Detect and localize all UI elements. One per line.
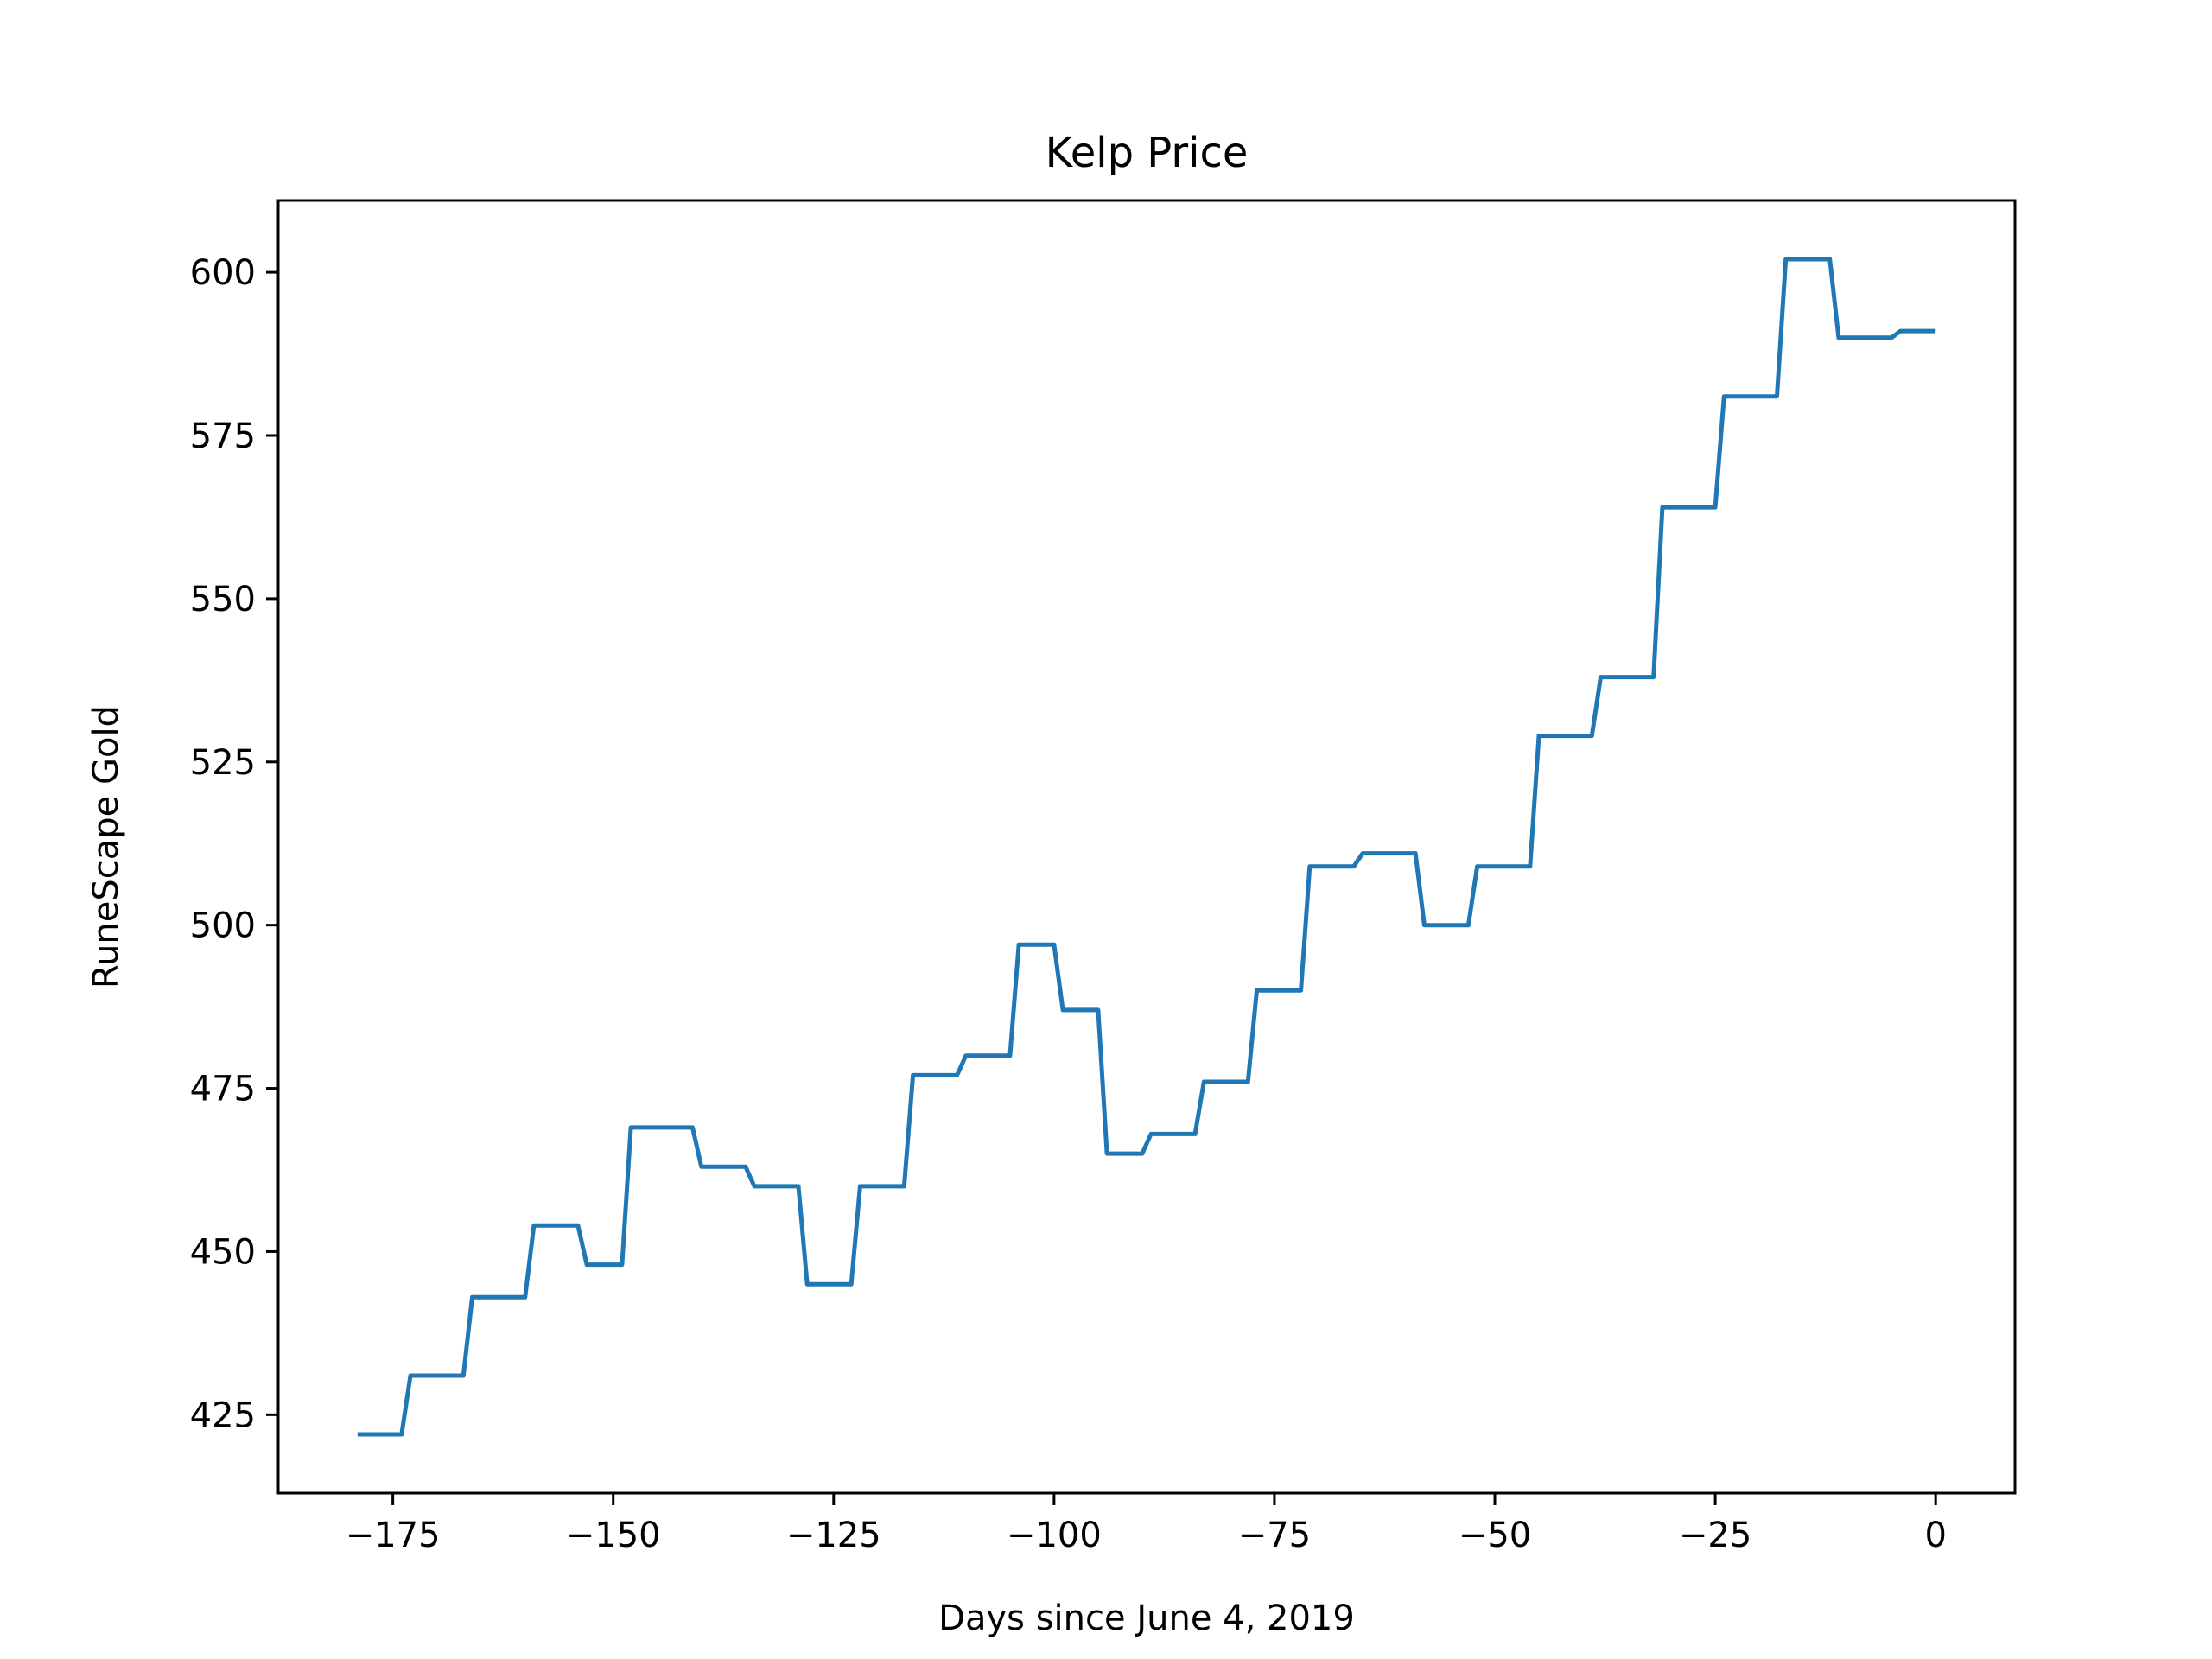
y-tick-label: 550 — [190, 580, 256, 620]
y-tick-label: 450 — [190, 1232, 256, 1272]
x-tick-label: −175 — [346, 1516, 441, 1555]
y-tick-label: 500 — [190, 906, 256, 946]
plot-area — [357, 257, 1936, 1437]
y-tick-label: 600 — [190, 253, 256, 293]
series-line-0 — [357, 257, 1936, 1437]
y-tick-label: 475 — [190, 1070, 256, 1109]
x-tick-label: −100 — [1007, 1516, 1102, 1555]
x-tick-label: −50 — [1459, 1516, 1531, 1555]
y-axis-label: RuneScape Gold — [86, 705, 126, 988]
x-tick-label: −75 — [1238, 1516, 1311, 1555]
x-tick-label: 0 — [1924, 1516, 1946, 1555]
y-axis: 425 450 475 500 525 550 575 600 — [190, 253, 278, 1435]
x-tick-label: −25 — [1679, 1516, 1751, 1555]
x-tick-label: −125 — [786, 1516, 881, 1555]
plot-frame — [276, 199, 2017, 1495]
y-tick-label: 425 — [190, 1395, 256, 1435]
chart-title: Kelp Price — [1046, 129, 1249, 177]
y-tick-label: 575 — [190, 416, 256, 456]
x-tick-label: −150 — [566, 1516, 661, 1555]
x-axis-label: Days since June 4, 2019 — [938, 1599, 1355, 1638]
y-tick-label: 525 — [190, 743, 256, 783]
x-axis: −175 −150 −125 −100 −75 −50 −25 0 — [346, 1493, 1947, 1555]
